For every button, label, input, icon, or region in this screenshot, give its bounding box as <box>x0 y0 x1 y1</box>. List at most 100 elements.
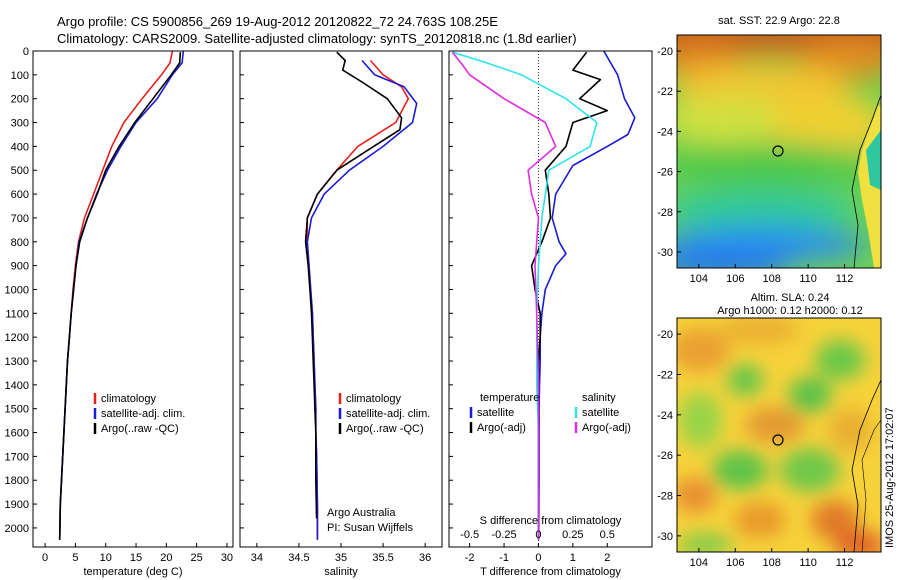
x-tick-label: 1 <box>570 552 576 564</box>
map-x-tick-label: 106 <box>726 557 744 569</box>
y-tick-label: 1900 <box>5 499 29 511</box>
x-tick-label: 0 <box>535 552 541 564</box>
sla-map-title-2: Argo h1000: 0.12 h2000: 0.12 <box>717 305 863 317</box>
title-line-1: Argo profile: CS 5900856_269 19-Aug-2012… <box>57 14 498 29</box>
y-tick-label: 1600 <box>5 428 29 440</box>
sst-map-title: sat. SST: 22.9 Argo: 22.8 <box>718 15 840 27</box>
salinity-panel: 34 34.5 35 35.5 36 salinity climatology satelli… <box>239 50 443 578</box>
x-tick-label: 35.5 <box>372 552 393 564</box>
y-tick-label: 900 <box>11 261 29 273</box>
map-y-tick-label: -24 <box>657 410 673 422</box>
plot-frame <box>239 50 443 548</box>
y-tick-label: 100 <box>11 70 29 82</box>
pi-label: PI: Susan Wijffels <box>327 522 413 534</box>
imos-timestamp: IMOS 25-Aug-2012 17:02:07 <box>884 407 896 548</box>
y-tick-label: 1000 <box>5 284 29 296</box>
y-tick-label: 1700 <box>5 451 29 463</box>
sst-map-axes: 104 106 108 110 112 -20 -22 -24 -26 -28 -30 <box>657 46 853 285</box>
y-tick-label: 600 <box>11 189 29 201</box>
legend-entry: satellite <box>582 407 619 419</box>
map-x-tick-label: 110 <box>799 273 817 285</box>
map-x-tick-label: 112 <box>836 557 854 569</box>
x-tick-label: 2 <box>604 552 610 564</box>
x-tick-label: 35 <box>335 552 347 564</box>
legend-entry: satellite-adj. clim. <box>101 408 185 420</box>
map-x-tick-label: 104 <box>690 557 708 569</box>
series-temperature-satellite <box>537 50 636 540</box>
x-tick-label: 36 <box>419 552 431 564</box>
sla-map <box>677 318 881 552</box>
y-tick-label: 0 <box>23 46 29 58</box>
x-tick-label: 30 <box>221 552 233 564</box>
x-tick-label: -1 <box>499 552 509 564</box>
map-x-tick-label: 108 <box>763 557 781 569</box>
y-tick-label: 400 <box>11 141 29 153</box>
y-tick-label: 200 <box>11 94 29 106</box>
map-y-tick-label: -28 <box>657 491 673 503</box>
series-climatology <box>306 59 410 540</box>
map-y-tick-label: -22 <box>657 369 673 381</box>
y-tick-label: 1800 <box>5 475 29 487</box>
map-x-tick-label: 104 <box>690 273 708 285</box>
series-satellite-adj-clim- <box>306 59 418 540</box>
legend-entry: satellite-adj. clim. <box>346 408 430 420</box>
legend-entry: climatology <box>101 393 157 405</box>
map-y-tick-label: -30 <box>657 247 673 259</box>
map-y-tick-label: -22 <box>657 86 673 98</box>
s-diff-tick-label: -0.25 <box>492 529 517 541</box>
plot-frame <box>448 50 653 548</box>
map-y-tick-label: -20 <box>657 46 673 58</box>
y-tick-label: 500 <box>11 165 29 177</box>
sla-map-title-1: Altim. SLA: 0.24 <box>751 292 830 304</box>
map-x-tick-label: 110 <box>799 557 817 569</box>
legend-entry: Argo(-adj) <box>582 422 631 434</box>
sst-argo-marker <box>772 145 784 157</box>
y-tick-label: 2000 <box>5 523 29 535</box>
x-tick-label: 20 <box>160 552 172 564</box>
x-axis-label: T difference from climatology <box>480 566 621 578</box>
y-tick-label: 700 <box>11 213 29 225</box>
legend-title-salinity: salinity <box>582 392 616 404</box>
series-argo-raw-qc- <box>58 52 182 540</box>
sla-map-axes: 104 106 108 110 112 -20 -22 -24 -26 -28 -30 <box>657 329 853 569</box>
s-diff-axis-label: S difference from climatology <box>480 515 622 527</box>
x-tick-label: 5 <box>72 552 78 564</box>
s-diff-tick-label: -0.5 <box>460 529 479 541</box>
legend-entry: Argo(..raw -QC) <box>346 423 424 435</box>
s-diff-tick-label: 0.25 <box>562 529 583 541</box>
series-satellite-adj-clim- <box>58 50 185 540</box>
x-tick-label: 15 <box>130 552 142 564</box>
plot-frame <box>32 50 234 548</box>
legend-entry: Argo(..raw -QC) <box>101 423 179 435</box>
temperature-panel: 0 5 10 15 20 25 30 temperature (deg C) 0 100 200 30… <box>5 46 234 578</box>
legend-entry: climatology <box>346 393 402 405</box>
argo-australia-label: Argo Australia <box>327 507 396 519</box>
series-salinity-satellite <box>452 51 598 540</box>
x-tick-label: 0 <box>42 552 48 564</box>
series-argo-raw-qc- <box>304 51 403 519</box>
x-tick-label: 34 <box>251 552 263 564</box>
series-salinity-argo-adj- <box>451 51 557 540</box>
y-tick-label: 300 <box>11 118 29 130</box>
y-tick-label: 1400 <box>5 380 29 392</box>
x-tick-label: 34.5 <box>288 552 309 564</box>
map-y-tick-label: -26 <box>657 167 673 179</box>
legend-title-temperature: temperature <box>480 392 539 404</box>
x-axis-label: salinity <box>324 566 358 578</box>
map-y-tick-label: -20 <box>657 329 673 341</box>
series-climatology <box>58 50 174 540</box>
legend-entry: Argo(-adj) <box>477 422 526 434</box>
map-y-tick-label: -28 <box>657 207 673 219</box>
difference-panel: -2 -1 0 1 2 T difference from climatology S di… <box>448 50 653 578</box>
map-y-tick-label: -26 <box>657 450 673 462</box>
y-tick-label: 1300 <box>5 356 29 368</box>
title-line-2: Climatology: CARS2009. Satellite-adjuste… <box>57 31 577 46</box>
map-y-tick-label: -30 <box>657 531 673 543</box>
x-tick-label: 25 <box>191 552 203 564</box>
y-tick-label: 1100 <box>5 308 29 320</box>
y-tick-label: 1200 <box>5 332 29 344</box>
x-axis-label: temperature (deg C) <box>83 566 182 578</box>
map-x-tick-label: 106 <box>726 273 744 285</box>
s-diff-tick-label: 0.5 <box>600 529 615 541</box>
